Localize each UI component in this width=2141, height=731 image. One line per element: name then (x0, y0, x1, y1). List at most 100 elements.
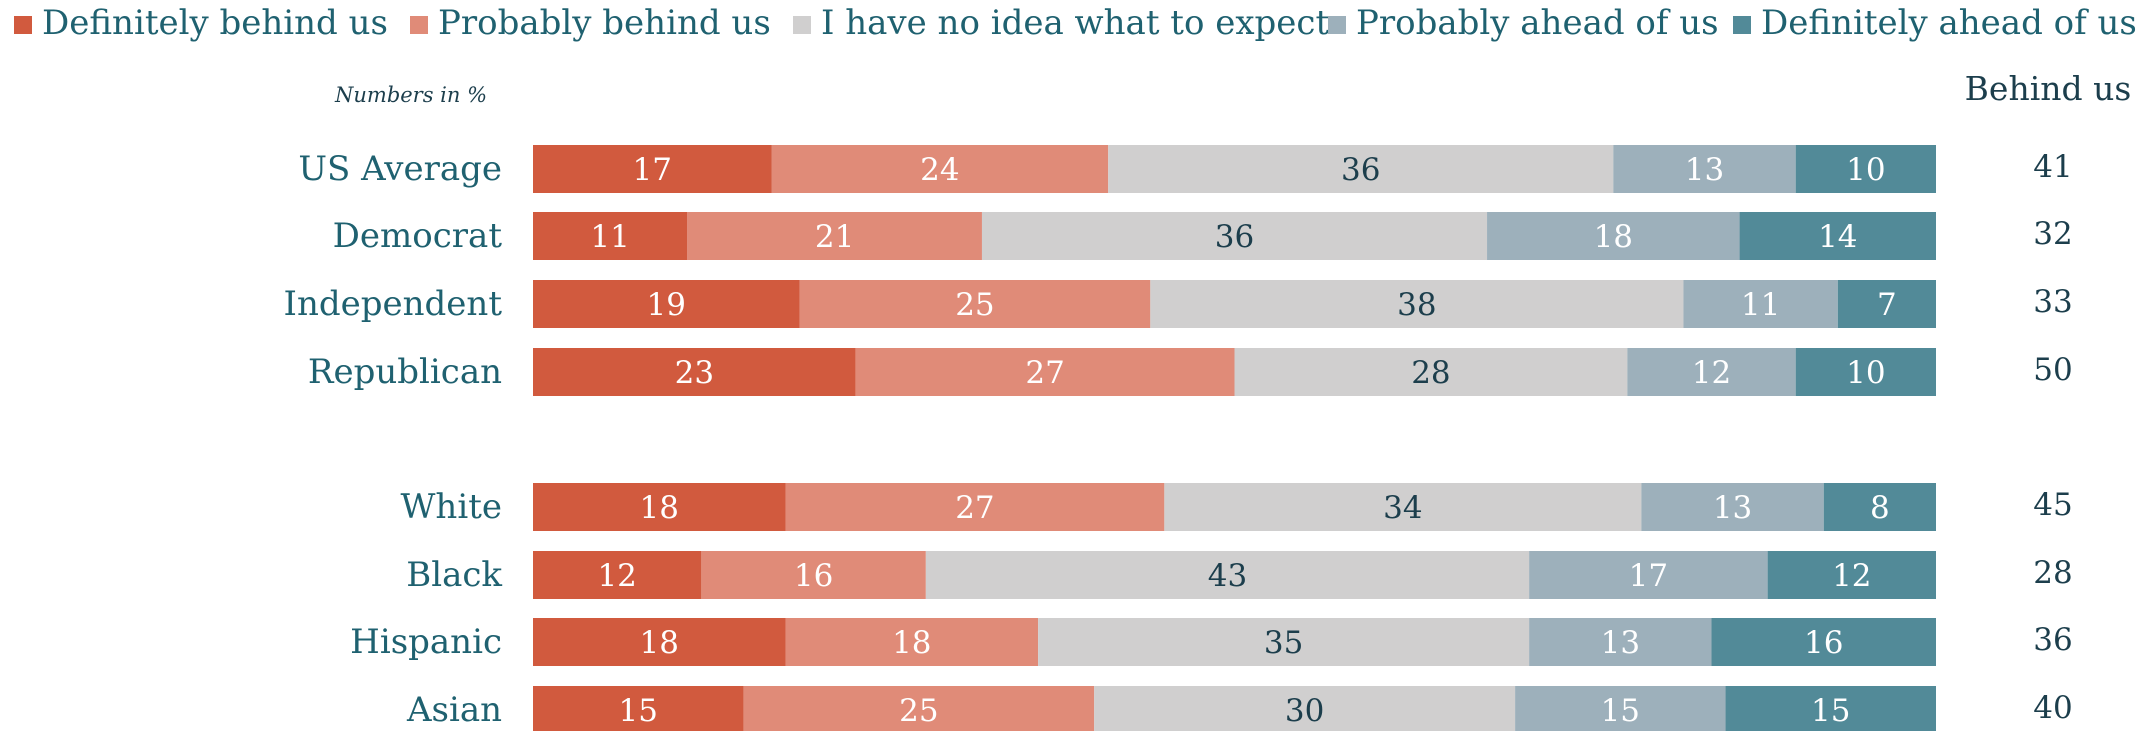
bar-black-probably-behind-us (701, 551, 926, 599)
category-label-black: Black (406, 555, 502, 595)
bar-democrat-probably-ahead-of-us (1487, 212, 1740, 260)
bar-us-average-probably-ahead-of-us (1613, 145, 1796, 193)
bar-value-label: 10 (1846, 152, 1885, 188)
bar-value-label: 12 (1692, 355, 1731, 391)
bar-democrat-probably-behind-us (687, 212, 982, 260)
bar-us-average-probably-behind-us (771, 145, 1109, 193)
category-label-white: White (400, 487, 502, 527)
legend-label-probably-behind-us: Probably behind us (438, 3, 771, 43)
bar-hispanic-probably-behind-us (785, 618, 1039, 666)
bar-value-label: 17 (633, 152, 672, 188)
bar-value-label: 15 (619, 693, 658, 729)
bar-asian-definitely-ahead-of-us (1725, 686, 1936, 731)
behind-us-value-black: 28 (2033, 555, 2072, 591)
legend-label-definitely-ahead-of-us: Definitely ahead of us (1761, 3, 2137, 43)
bars: 17 24 36 13 10 11 21 36 18 14 19 25 38 11 7 23 27 28 12 10 1… (533, 145, 1936, 731)
bar-value-label: 43 (1208, 558, 1247, 594)
bar-democrat-definitely-ahead-of-us (1739, 212, 1936, 260)
bar-independent-i-have-no-idea-what-to-expect (1150, 280, 1684, 328)
bar-value-label: 25 (899, 693, 938, 729)
bar-value-label: 15 (1601, 693, 1640, 729)
bar-value-label: 15 (1811, 693, 1850, 729)
behind-us-value-democrat: 32 (2033, 216, 2072, 252)
category-label-democrat: Democrat (333, 216, 503, 256)
bar-value-label: 10 (1846, 355, 1885, 391)
bar-value-label: 19 (647, 287, 686, 323)
bar-white-i-have-no-idea-what-to-expect (1164, 483, 1642, 531)
category-label-asian: Asian (406, 690, 502, 730)
bar-value-label: 30 (1285, 693, 1324, 729)
bar-value-label: 25 (955, 287, 994, 323)
legend-swatch-probably-behind-us (410, 16, 428, 34)
legend-label-definitely-behind-us: Definitely behind us (42, 3, 388, 43)
bar-value-label: 12 (597, 558, 636, 594)
behind-us-value-independent: 33 (2033, 284, 2072, 320)
bar-black-i-have-no-idea-what-to-expect (925, 551, 1530, 599)
bar-value-label: 12 (1832, 558, 1871, 594)
bar-us-average-definitely-behind-us (533, 145, 772, 193)
legend-label-probably-ahead-of-us: Probably ahead of us (1356, 3, 1719, 43)
category-labels: US Average Democrat Independent Republican W… (284, 149, 503, 730)
bar-value-label: 18 (1594, 219, 1633, 255)
behind-us-value-white: 45 (2033, 487, 2072, 523)
bar-independent-definitely-ahead-of-us (1837, 280, 1936, 328)
bar-asian-i-have-no-idea-what-to-expect (1094, 686, 1516, 731)
bar-republican-probably-ahead-of-us (1627, 348, 1796, 396)
bar-hispanic-definitely-behind-us (533, 618, 786, 666)
behind-us-values: 41 32 33 50 45 28 36 40 (2033, 149, 2072, 726)
bar-white-probably-ahead-of-us (1641, 483, 1824, 531)
bar-hispanic-definitely-ahead-of-us (1711, 618, 1936, 666)
bar-value-label: 36 (1341, 152, 1380, 188)
bar-value-label: 34 (1383, 490, 1422, 526)
bar-value-label: 36 (1215, 219, 1254, 255)
bar-us-average-definitely-ahead-of-us (1795, 145, 1936, 193)
bar-democrat-definitely-behind-us (533, 212, 688, 260)
bar-hispanic-probably-ahead-of-us (1529, 618, 1712, 666)
bar-value-label: 13 (1713, 490, 1752, 526)
bar-republican-probably-behind-us (855, 348, 1235, 396)
bar-black-probably-ahead-of-us (1529, 551, 1768, 599)
chart-note: Numbers in % (334, 83, 487, 107)
bar-value-label: 13 (1685, 152, 1724, 188)
bar-value-label: 17 (1629, 558, 1668, 594)
bar-asian-definitely-behind-us (533, 686, 744, 731)
bar-value-label: 14 (1818, 219, 1857, 255)
behind-us-value-republican: 50 (2033, 352, 2072, 388)
bar-hispanic-i-have-no-idea-what-to-expect (1038, 618, 1530, 666)
bar-white-definitely-behind-us (533, 483, 786, 531)
category-label-republican: Republican (308, 352, 502, 392)
bar-republican-i-have-no-idea-what-to-expect (1234, 348, 1628, 396)
bar-independent-definitely-behind-us (533, 280, 800, 328)
legend-swatch-probably-ahead-of-us (1328, 16, 1346, 34)
bar-value-label: 28 (1411, 355, 1450, 391)
bar-asian-probably-behind-us (743, 686, 1095, 731)
bar-value-label: 35 (1264, 625, 1303, 661)
bar-value-label: 16 (794, 558, 833, 594)
legend-swatch-i-have-no-idea-what-to-expect (793, 16, 811, 34)
bar-republican-definitely-behind-us (533, 348, 856, 396)
behind-us-value-asian: 40 (2033, 690, 2072, 726)
bar-value-label: 18 (640, 625, 679, 661)
bar-asian-probably-ahead-of-us (1515, 686, 1726, 731)
bar-black-definitely-ahead-of-us (1767, 551, 1936, 599)
legend: Definitely behind us Probably behind us I … (14, 3, 2137, 43)
bar-value-label: 7 (1877, 287, 1897, 323)
bar-value-label: 27 (1025, 355, 1064, 391)
bar-republican-definitely-ahead-of-us (1795, 348, 1936, 396)
bar-value-label: 24 (920, 152, 959, 188)
bar-value-label: 11 (590, 219, 629, 255)
bar-independent-probably-ahead-of-us (1683, 280, 1838, 328)
bar-white-definitely-ahead-of-us (1823, 483, 1936, 531)
bar-us-average-i-have-no-idea-what-to-expect (1108, 145, 1614, 193)
bar-value-label: 11 (1741, 287, 1780, 323)
bar-value-label: 21 (815, 219, 854, 255)
bar-value-label: 18 (640, 490, 679, 526)
bar-white-probably-behind-us (785, 483, 1165, 531)
bar-black-definitely-behind-us (533, 551, 702, 599)
bar-value-label: 23 (675, 355, 714, 391)
bar-value-label: 16 (1804, 625, 1843, 661)
legend-swatch-definitely-ahead-of-us (1733, 16, 1751, 34)
behind-us-value-us-average: 41 (2033, 149, 2072, 185)
behind-us-value-hispanic: 36 (2033, 622, 2072, 658)
